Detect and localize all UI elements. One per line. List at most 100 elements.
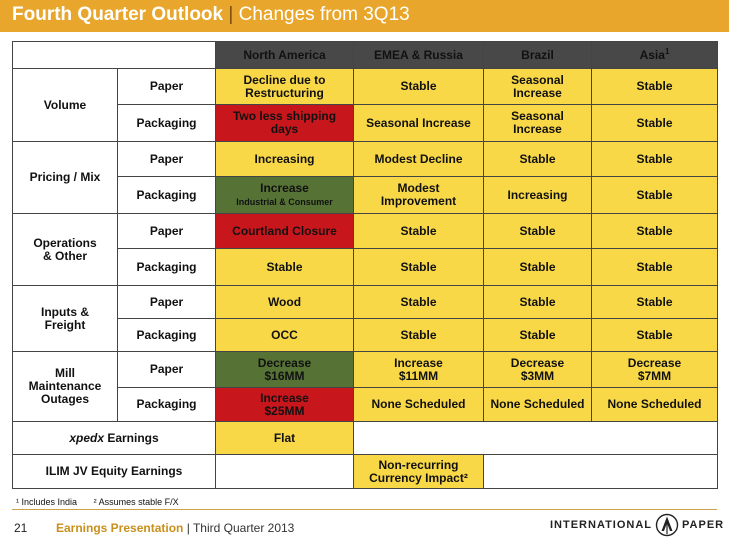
- cell-line: Increase: [394, 355, 443, 370]
- cell-inputs-paper-na: Wood: [215, 285, 354, 319]
- cell-pricing-packaging-brazil: Increasing: [483, 176, 592, 214]
- sub-paper: Paper: [117, 351, 216, 388]
- footer-text: Earnings Presentation | Third Quarter 20…: [56, 521, 294, 535]
- cell-line: Increase: [260, 390, 309, 405]
- cell-line: Increase: [513, 85, 562, 100]
- cell-line: $25MM: [264, 403, 305, 418]
- cell-line: Decline due to: [243, 72, 326, 87]
- cell-mill-packaging-na: Increase $25MM: [215, 387, 354, 422]
- cell-line: $11MM: [398, 368, 439, 383]
- cell-volume-paper-brazil: Seasonal Increase: [483, 68, 592, 105]
- col-north-america: North America: [215, 41, 354, 69]
- cell-line: Improvement: [380, 194, 457, 208]
- table-row: Mill Maintenance Outages Paper Decrease $16…: [12, 351, 718, 422]
- cell-operations-paper-emea: Stable: [353, 213, 484, 249]
- international-paper-logo: INTERNATIONAL PAPER: [550, 512, 724, 538]
- sub-packaging: Packaging: [117, 248, 216, 286]
- table-row: xpedx Earnings Flat: [12, 421, 718, 455]
- cell-line: $7MM: [637, 368, 672, 383]
- title-subtitle: Changes from 3Q13: [238, 4, 410, 25]
- cell-volume-packaging-asia: Stable: [591, 104, 718, 142]
- cell-mill-paper-na: Decrease $16MM: [215, 351, 354, 388]
- cell-pricing-paper-emea: Modest Decline: [353, 141, 484, 177]
- col-asia: Asia1: [591, 41, 718, 69]
- cell-mill-packaging-brazil: None Scheduled: [483, 387, 592, 422]
- cell-pricing-paper-brazil: Stable: [483, 141, 592, 177]
- footer-presentation: Earnings Presentation: [56, 521, 184, 535]
- cell-line: Seasonal: [511, 72, 564, 87]
- cell-operations-packaging-na: Stable: [215, 248, 354, 286]
- table-row: Packaging Two less shipping days Seasonal…: [13, 104, 718, 142]
- sub-paper: Paper: [117, 141, 216, 177]
- cell-inputs-paper-emea: Stable: [353, 285, 484, 319]
- footnotes: ¹ Includes India ² Assumes stable F/X: [16, 497, 193, 507]
- outlook-table: North America EMEA & Russia Brazil Asia1…: [12, 41, 718, 489]
- cell-detail: Industrial & Consumer: [236, 197, 333, 207]
- cell-inputs-packaging-asia: Stable: [591, 318, 718, 352]
- cell-xpedx-empty: [353, 421, 718, 455]
- category-inputs-freight: Inputs & Freight: [12, 285, 118, 352]
- table-row: Packaging Increase Industrial & Consumer …: [13, 176, 718, 214]
- logo-emblem-icon: [655, 513, 679, 537]
- logo-word-left: INTERNATIONAL: [550, 519, 653, 531]
- cell-pricing-paper-na: Increasing: [215, 141, 354, 177]
- cell-ilim-emea: Non-recurring Currency Impact²: [353, 454, 484, 489]
- logo-word-right: PAPER: [682, 519, 725, 531]
- cell-xpedx-na: Flat: [215, 421, 354, 455]
- cell-operations-paper-brazil: Stable: [483, 213, 592, 249]
- cell-pricing-paper-asia: Stable: [591, 141, 718, 177]
- asia-footnote-marker: 1: [664, 46, 670, 56]
- cell-line: Decrease: [257, 355, 312, 370]
- cell-line: Modest: [397, 181, 440, 195]
- col-brazil: Brazil: [483, 41, 592, 69]
- cell-line: $16MM: [264, 368, 305, 383]
- table-row: Packaging OCC Stable Stable Stable: [13, 318, 718, 352]
- cell-mill-paper-emea: Increase $11MM: [353, 351, 484, 388]
- title-main: Fourth Quarter Outlook: [12, 4, 224, 25]
- table-row: Packaging Increase $25MM None Scheduled N…: [13, 387, 718, 422]
- cell-line: Two less shipping: [232, 109, 337, 123]
- category-line: Mill: [55, 366, 75, 380]
- category-line: Outages: [40, 392, 89, 406]
- cell-volume-packaging-brazil: Seasonal Increase: [483, 104, 592, 142]
- cell-pricing-packaging-asia: Stable: [591, 176, 718, 214]
- cell-line: Decrease: [627, 355, 682, 370]
- cell-line: Restructuring: [245, 85, 324, 100]
- cell-line: Currency Impact²: [369, 470, 468, 485]
- cell-pricing-packaging-na: Increase Industrial & Consumer: [215, 176, 354, 214]
- cell-inputs-packaging-emea: Stable: [353, 318, 484, 352]
- cell-inputs-packaging-na: OCC: [215, 318, 354, 352]
- cell-operations-paper-na: Courtland Closure: [215, 213, 354, 249]
- cell-inputs-paper-brazil: Stable: [483, 285, 592, 319]
- cell-volume-paper-emea: Stable: [353, 68, 484, 105]
- sub-paper: Paper: [117, 68, 216, 105]
- category-ilim-jv: ILIM JV Equity Earnings: [12, 454, 216, 489]
- page-number: 21: [14, 521, 28, 535]
- cell-line: Increase: [260, 181, 309, 195]
- footnote-1: ¹ Includes India: [16, 497, 78, 507]
- cell-inputs-paper-asia: Stable: [591, 285, 718, 319]
- category-line: Maintenance: [28, 379, 102, 393]
- category-xpedx-earnings: xpedx Earnings: [12, 421, 216, 455]
- cell-line: Seasonal: [511, 109, 564, 123]
- cell-volume-paper-na: Decline due to Restructuring: [215, 68, 354, 105]
- table-header-row: North America EMEA & Russia Brazil Asia1: [12, 41, 718, 69]
- cell-line: Decrease: [510, 355, 565, 370]
- sub-packaging: Packaging: [117, 318, 216, 352]
- category-line: Freight: [44, 317, 86, 332]
- sub-packaging: Packaging: [117, 176, 216, 214]
- title-bar: Fourth Quarter Outlook | Changes from 3Q…: [0, 0, 729, 32]
- footer-separator: |: [186, 521, 190, 535]
- category-line: & Other: [42, 248, 87, 263]
- col-emea-russia: EMEA & Russia: [353, 41, 484, 69]
- category-pricing-mix: Pricing / Mix: [12, 141, 118, 214]
- cell-volume-paper-asia: Stable: [591, 68, 718, 105]
- cell-mill-paper-asia: Decrease $7MM: [591, 351, 718, 388]
- category-operations: Operations & Other: [12, 213, 118, 286]
- sub-packaging: Packaging: [117, 387, 216, 422]
- col-asia-label: Asia: [639, 47, 665, 62]
- cell-pricing-packaging-emea: Modest Improvement: [353, 176, 484, 214]
- category-line: Inputs &: [41, 304, 89, 319]
- cell-volume-packaging-na: Two less shipping days: [215, 104, 354, 142]
- cell-line: Non-recurring: [378, 457, 459, 472]
